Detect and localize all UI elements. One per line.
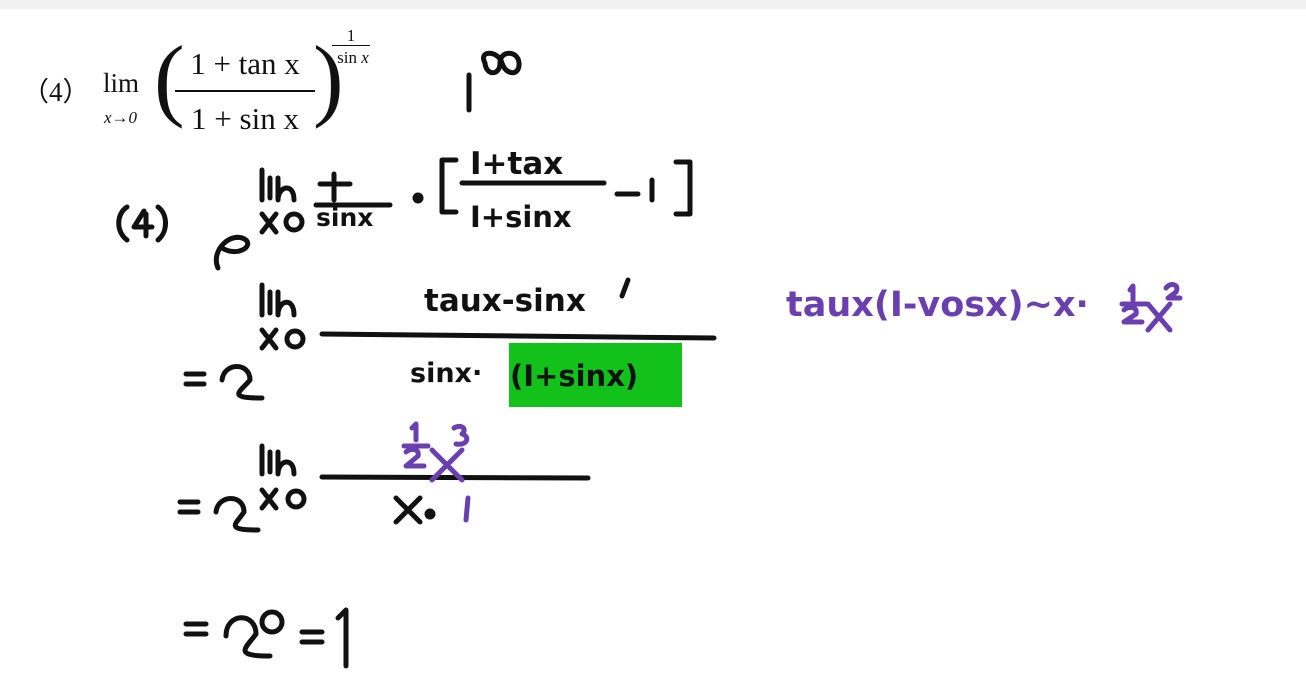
svg-text:(I+sinx): (I+sinx) bbox=[510, 359, 638, 393]
svg-text:I+sinx: I+sinx bbox=[470, 200, 572, 234]
step-2: taux-sinx sinx· (I+sinx) bbox=[186, 280, 714, 398]
svg-text:taux(I-vosx)~x·: taux(I-vosx)~x· bbox=[786, 285, 1089, 325]
side-note: taux(I-vosx)~x· bbox=[786, 285, 1180, 330]
step-3 bbox=[180, 446, 588, 530]
step-4 bbox=[186, 610, 346, 666]
svg-text:sinx·: sinx· bbox=[410, 358, 482, 389]
step-marker bbox=[119, 207, 166, 240]
indeterminate-form bbox=[469, 53, 519, 110]
svg-text:sinx: sinx bbox=[316, 203, 373, 232]
svg-text:taux-sinx: taux-sinx bbox=[424, 283, 586, 319]
svg-text:I+tax: I+tax bbox=[470, 146, 563, 182]
step-1: sinx I+tax I+sinx bbox=[216, 146, 690, 268]
